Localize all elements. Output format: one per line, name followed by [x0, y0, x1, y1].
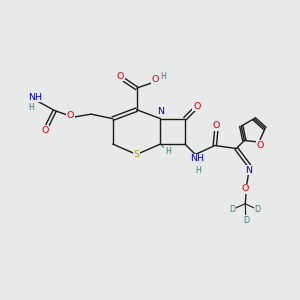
Text: N: N [157, 107, 164, 116]
Text: H: H [165, 147, 171, 156]
Text: S: S [134, 150, 140, 159]
Text: NH: NH [28, 93, 42, 102]
Text: D: D [229, 205, 235, 214]
Text: O: O [242, 184, 249, 193]
Text: NH: NH [190, 154, 204, 164]
Text: D: D [243, 216, 249, 225]
Text: H: H [195, 166, 201, 175]
Text: O: O [213, 121, 220, 130]
Text: D: D [255, 205, 261, 214]
Text: O: O [152, 75, 159, 84]
Text: O: O [257, 140, 264, 149]
Text: H: H [28, 103, 34, 112]
Text: O: O [67, 111, 74, 120]
Text: O: O [117, 72, 124, 81]
Text: H: H [160, 72, 166, 81]
Text: O: O [41, 126, 49, 135]
Text: N: N [245, 166, 252, 175]
Text: O: O [193, 102, 201, 111]
